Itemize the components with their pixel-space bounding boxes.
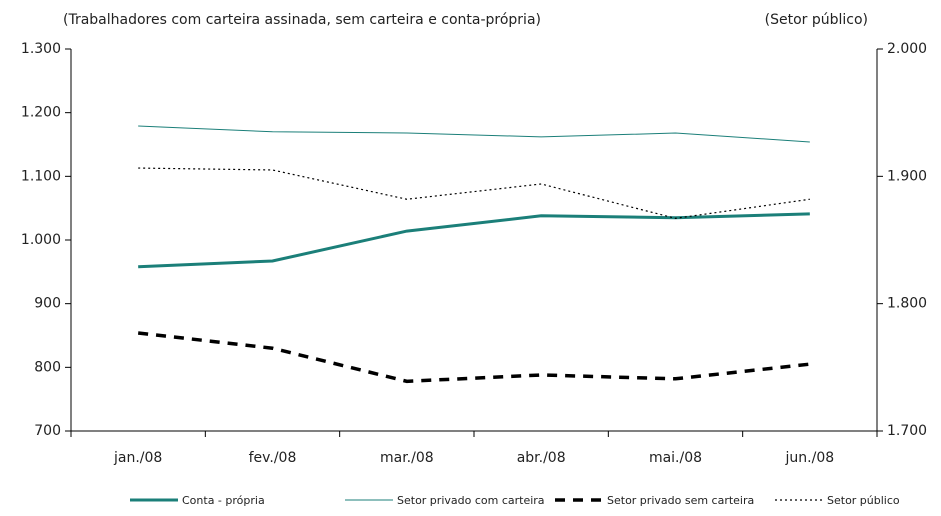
x-tick-label: abr./08 <box>517 450 566 466</box>
y-tick-label: 900 <box>34 296 61 312</box>
y2-tick-label: 1.700 <box>887 423 927 439</box>
x-tick-label: jun./08 <box>785 450 835 466</box>
y-tick-label: 1.200 <box>21 105 61 121</box>
y2-tick-label: 1.800 <box>887 296 927 312</box>
y-tick-label: 700 <box>34 423 61 439</box>
x-tick-label: jan./08 <box>113 450 162 466</box>
y2-tick-label: 2.000 <box>887 41 927 57</box>
legend-label: Setor privado com carteira <box>397 494 545 507</box>
legend-label: Setor público <box>827 494 900 507</box>
y2-axis-label: (Setor público) <box>765 12 868 28</box>
y-tick-label: 1.300 <box>21 41 61 57</box>
series-line <box>138 125 810 143</box>
y-tick-label: 800 <box>34 359 61 375</box>
series-line <box>137 331 811 384</box>
legend-label: Setor privado sem carteira <box>607 494 754 507</box>
x-tick-label: mai./08 <box>649 450 702 466</box>
legend-label: Conta - própria <box>182 494 265 507</box>
series-line <box>138 212 810 269</box>
series-line <box>138 167 810 219</box>
y-tick-label: 1.000 <box>21 232 61 248</box>
y2-tick-label: 1.900 <box>887 168 927 184</box>
x-tick-label: mar./08 <box>380 450 434 466</box>
y-axis-label: (Trabalhadores com carteira assinada, se… <box>63 12 541 28</box>
x-tick-label: fev./08 <box>249 450 297 466</box>
y-tick-label: 1.100 <box>21 168 61 184</box>
